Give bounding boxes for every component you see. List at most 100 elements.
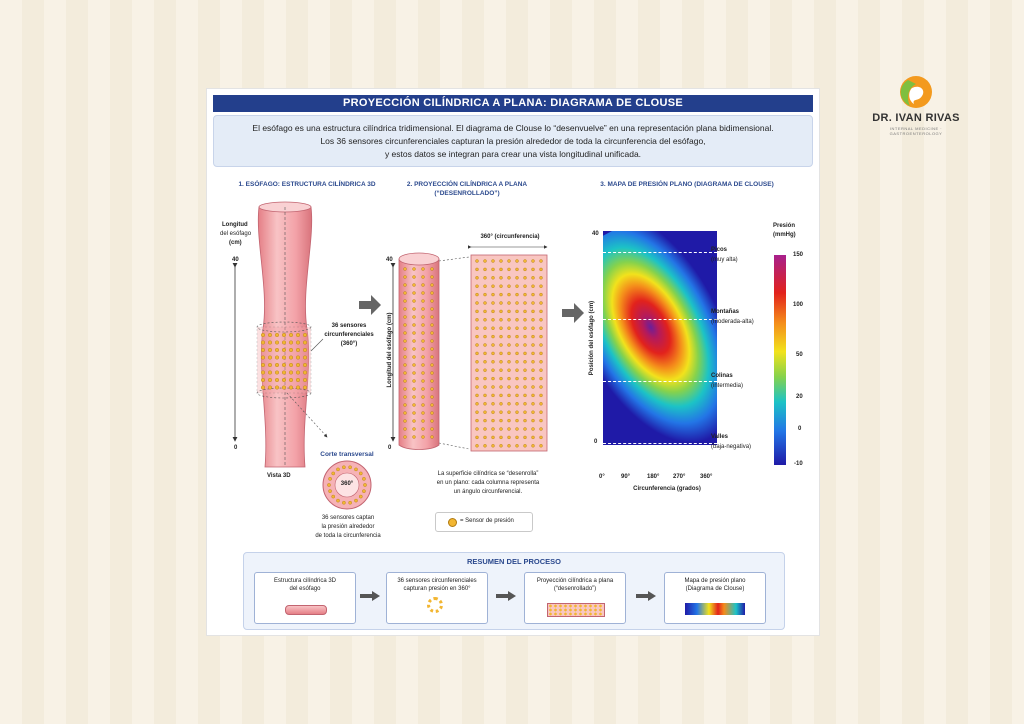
sensor-dot (362, 489, 366, 493)
sensor-dot (539, 276, 543, 280)
sensor-dot (523, 318, 527, 322)
sensor-dot (412, 291, 416, 295)
sensor-dot (327, 483, 331, 487)
sensor-dot (281, 340, 286, 345)
sensor-dot (507, 418, 511, 423)
sensor-dot (483, 292, 487, 297)
s1-axis-label-1: Longitud (222, 222, 248, 228)
sensor-dot (491, 393, 495, 398)
sensor-dot (491, 402, 495, 406)
sensor-dot (295, 340, 300, 345)
s2-tick-bottom: 0 (388, 445, 392, 451)
s1-cross-value: 360° (340, 481, 354, 487)
sensor-dot (523, 334, 527, 339)
sensor-dot (421, 339, 425, 343)
annot-valles-title: Valles (711, 434, 729, 440)
sensor-dot (403, 427, 407, 431)
sensor-dot (515, 343, 519, 347)
sensor-dot (363, 483, 367, 487)
sensor-dot (281, 355, 286, 360)
sensor-dot (475, 326, 479, 330)
sensor-dot (421, 315, 425, 319)
sensor-dot (475, 292, 479, 297)
sensor-dot (507, 334, 511, 339)
sensor-dot (475, 351, 479, 356)
sensor-dot (336, 498, 340, 503)
s3-x-tick-0: 0° (599, 474, 605, 480)
annot-montanas-sub: (moderada-alta) (711, 319, 754, 325)
step-2-line-1: 36 sensores circunferenciales (397, 578, 477, 584)
sensor-dot (539, 402, 543, 406)
sensor-dot (491, 360, 495, 364)
sensor-dot (261, 378, 266, 383)
sensor-dot (412, 403, 416, 407)
sensor-dot (531, 444, 535, 448)
sensor-dot (336, 467, 340, 472)
sensor-dot (523, 360, 527, 364)
sensor-legend: = Sensor de presión (435, 512, 533, 532)
sensor-dot (403, 435, 407, 439)
sensor-dot (523, 444, 527, 448)
sensor-dot (515, 276, 519, 280)
s1-cross-title: Corte transversal (320, 451, 374, 458)
sensor-dot (507, 427, 511, 431)
summary-arrow-2-icon (496, 591, 516, 601)
sensor-dot (421, 427, 425, 431)
sensor-dot (483, 376, 487, 381)
sensor-dot (358, 471, 363, 476)
sensor-dot (539, 385, 543, 389)
sensor-dot (421, 371, 425, 375)
sensor-dot (328, 489, 332, 493)
sensor-dot (261, 370, 266, 375)
logo-name: DR. IVAN RIVAS (872, 112, 960, 124)
sensor-dot (403, 299, 407, 303)
sensor-dot (412, 387, 416, 391)
annot-picos-title: Picos (711, 247, 728, 253)
sensor-dot (475, 360, 479, 364)
sensor-dot (523, 309, 527, 314)
sensor-dot (531, 276, 535, 280)
sensor-dot (491, 318, 495, 322)
sensor-dot (430, 403, 434, 407)
sensor-dot (483, 402, 487, 406)
summary-step-2: 36 sensores circunferenciales capturan pr… (386, 572, 488, 624)
s1-axis-label-2: del esófago (220, 231, 252, 237)
summary-arrow-1-icon (360, 591, 380, 601)
sensor-dot (295, 363, 300, 368)
sensor-dot (430, 291, 434, 295)
step-2-line-2: capturan presión en 360° (403, 586, 471, 592)
sensor-dot (531, 326, 535, 330)
sensor-dot (430, 427, 434, 431)
sensor-dot (515, 309, 519, 314)
sensor-dot (491, 444, 495, 448)
sensor-dot (531, 368, 535, 372)
s2-caption-3: un ángulo circunferencial. (453, 489, 523, 495)
heatmap-fill (603, 231, 717, 445)
sensor-dot (302, 332, 307, 337)
sensor-dot (475, 435, 479, 440)
sensor-dot (302, 385, 307, 390)
sensor-dot (499, 360, 503, 364)
sensor-ring-icon (427, 597, 443, 613)
sensor-dot (491, 284, 495, 288)
sensor-dot (295, 378, 300, 383)
sensor-dot (515, 435, 519, 440)
sensor-dot (515, 402, 519, 406)
sensor-dot (483, 259, 487, 263)
sensor-dot (281, 348, 286, 353)
sensor-dot (268, 363, 273, 368)
sensor-dot (261, 332, 266, 337)
sensor-dot (475, 368, 479, 372)
sensor-dot (430, 315, 434, 319)
sensor-dot (421, 403, 425, 407)
sensor-dot (515, 318, 519, 322)
sensor-dot (523, 376, 527, 381)
sensor-dot (523, 276, 527, 280)
sensor-dot (531, 309, 535, 314)
step-3-line-1: Proyección cilíndrica a plana (536, 578, 614, 584)
sensor-dot (531, 385, 535, 389)
sensor-dot (515, 259, 519, 263)
sensor-dot (430, 435, 434, 439)
sensor-dot (403, 307, 407, 311)
sensor-dot (430, 267, 434, 271)
